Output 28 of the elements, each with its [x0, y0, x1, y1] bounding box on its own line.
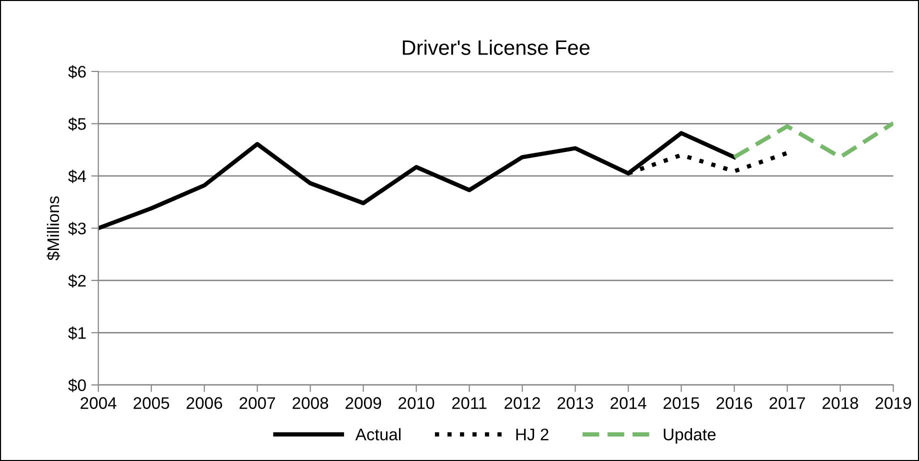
x-tick-label: 2011	[452, 397, 486, 409]
legend-label: HJ 2	[516, 428, 548, 440]
y-tick-label: $2	[68, 274, 86, 288]
x-tick-label: 2015	[664, 397, 700, 409]
x-tick-label: 2006	[186, 397, 222, 409]
x-tick-label: 2012	[504, 397, 540, 409]
x-tick-label: 2017	[770, 397, 805, 409]
x-tick-label: 2005	[134, 397, 170, 409]
y-tick-label: $6	[68, 65, 86, 79]
y-tick-label: $0	[68, 378, 86, 392]
x-tick-label: 2018	[822, 397, 858, 409]
y-tick-label: $5	[68, 117, 86, 131]
y-tick-label: $4	[68, 170, 86, 184]
chart-title: Driver's License Fee	[402, 40, 590, 55]
x-tick-label: 2004	[80, 397, 116, 409]
x-tick-label: 2009	[346, 397, 382, 409]
x-tick-label: 2014	[610, 397, 646, 409]
legend-label: Update	[664, 428, 716, 444]
y-tick-label: $1	[68, 326, 86, 340]
x-tick-label: 2013	[558, 397, 594, 409]
x-tick-label: 2008	[292, 397, 328, 409]
y-tick-label: $3	[68, 222, 86, 236]
x-tick-label: 2007	[240, 397, 276, 409]
x-tick-label: 2010	[398, 397, 434, 409]
x-tick-label: 2016	[716, 397, 752, 409]
y-axis-title: $Millions	[46, 196, 60, 260]
x-tick-label: 2019	[876, 397, 912, 409]
legend-label: Actual	[355, 428, 401, 440]
